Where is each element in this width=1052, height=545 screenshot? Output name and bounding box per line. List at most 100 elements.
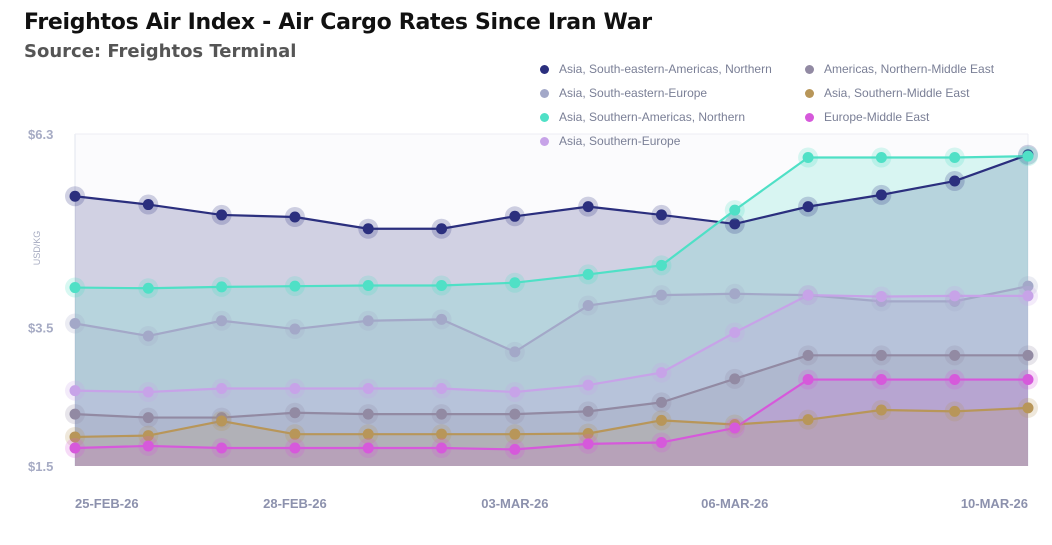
data-point — [578, 295, 599, 316]
series-line-4 — [74, 354, 1028, 419]
data-point-marker — [802, 349, 814, 361]
data-point — [284, 424, 305, 445]
legend-item[interactable]: Asia, South-eastern-Europe — [540, 86, 707, 100]
data-point-marker — [436, 383, 448, 395]
data-point — [431, 378, 452, 399]
data-point-marker — [1022, 374, 1034, 386]
y-tick-label: $6.3 — [28, 127, 53, 142]
legend-marker-icon — [540, 112, 549, 122]
chart-subtitle: Source: Freightos Terminal — [24, 41, 297, 62]
data-point-marker — [729, 204, 741, 216]
chart-legend: Asia, South-eastern-Americas, Northern As… — [540, 62, 1030, 158]
data-point — [944, 171, 965, 192]
data-point — [504, 381, 525, 402]
data-point-marker — [1022, 290, 1034, 302]
data-point — [431, 309, 452, 330]
data-point-marker — [142, 199, 154, 211]
data-point-marker — [436, 279, 448, 291]
data-point-marker — [582, 379, 594, 391]
data-point-marker — [875, 349, 887, 361]
data-point — [871, 184, 892, 205]
data-point — [138, 194, 159, 215]
data-point — [651, 432, 672, 453]
series-line-6 — [74, 378, 1028, 451]
data-point-marker — [362, 223, 374, 235]
x-axis: 25-FEB-26 28-FEB-26 03-MAR-26 06-MAR-26 10-M… — [75, 496, 1028, 511]
series-area-5 — [75, 407, 1028, 466]
data-point — [798, 369, 819, 390]
data-point — [578, 264, 599, 285]
data-point — [724, 200, 745, 221]
data-point — [578, 433, 599, 454]
data-point — [724, 368, 745, 389]
data-point-marker — [69, 442, 81, 454]
data-point-marker — [655, 367, 667, 379]
data-point-marker — [69, 190, 81, 202]
data-point — [798, 285, 819, 306]
data-point — [504, 206, 525, 227]
data-point — [651, 392, 672, 413]
data-point-marker — [142, 386, 154, 398]
data-point-marker — [436, 223, 448, 235]
data-point-marker — [655, 436, 667, 448]
data-point-marker — [949, 290, 961, 302]
data-point — [944, 369, 965, 390]
data-point-marker — [875, 189, 887, 201]
data-point-marker — [289, 211, 301, 223]
legend-item[interactable]: Asia, South-eastern-Americas, Northern — [540, 62, 772, 76]
data-point-marker — [509, 277, 521, 289]
data-point-marker — [142, 282, 154, 294]
data-point — [871, 147, 892, 168]
data-point — [798, 345, 819, 366]
data-point-marker — [436, 408, 448, 420]
data-point — [1018, 285, 1038, 306]
data-point — [724, 283, 745, 304]
data-point-marker — [509, 210, 521, 222]
data-point — [138, 278, 159, 299]
data-point — [284, 438, 305, 459]
x-tick-label: 28-FEB-26 — [263, 496, 327, 511]
x-tick-label: 06-MAR-26 — [701, 496, 768, 511]
data-point — [211, 438, 232, 459]
data-point — [65, 313, 85, 334]
data-point-marker — [949, 349, 961, 361]
legend-item[interactable]: Asia, Southern-Middle East — [805, 86, 969, 100]
data-point — [358, 310, 379, 331]
data-point-marker — [362, 442, 374, 454]
legend-item[interactable]: Asia, Southern-Europe — [540, 134, 680, 148]
series-line-3 — [74, 294, 1028, 394]
data-point — [1018, 345, 1038, 366]
data-point-marker — [289, 280, 301, 292]
series-area-4 — [75, 355, 1028, 466]
data-point-marker — [1022, 402, 1034, 414]
data-point-marker — [142, 430, 154, 442]
data-point — [504, 272, 525, 293]
legend-item[interactable]: Europe-Middle East — [805, 110, 929, 124]
data-point-marker — [142, 330, 154, 342]
data-point — [798, 409, 819, 430]
data-point — [871, 286, 892, 307]
data-point-marker — [289, 428, 301, 440]
data-point — [504, 341, 525, 362]
data-point-marker — [655, 259, 667, 271]
data-point-marker — [362, 315, 374, 327]
legend-marker-icon — [540, 136, 549, 146]
data-point — [651, 204, 672, 225]
data-point-marker — [362, 428, 374, 440]
data-point — [651, 362, 672, 383]
data-point — [138, 325, 159, 346]
data-point-marker — [1022, 280, 1034, 292]
data-point-marker — [69, 385, 81, 397]
data-point-marker — [729, 288, 741, 300]
data-point-marker — [69, 282, 81, 294]
data-point — [211, 310, 232, 331]
series-line-1 — [74, 285, 1029, 353]
legend-item[interactable]: Asia, Southern-Americas, Northern — [540, 110, 745, 124]
data-point — [944, 401, 965, 422]
data-point — [358, 275, 379, 296]
data-point — [798, 147, 819, 168]
data-point-marker — [142, 412, 154, 424]
series-line-5 — [74, 406, 1029, 439]
data-point-marker — [436, 313, 448, 325]
legend-item[interactable]: Americas, Northern-Middle East — [805, 62, 994, 76]
